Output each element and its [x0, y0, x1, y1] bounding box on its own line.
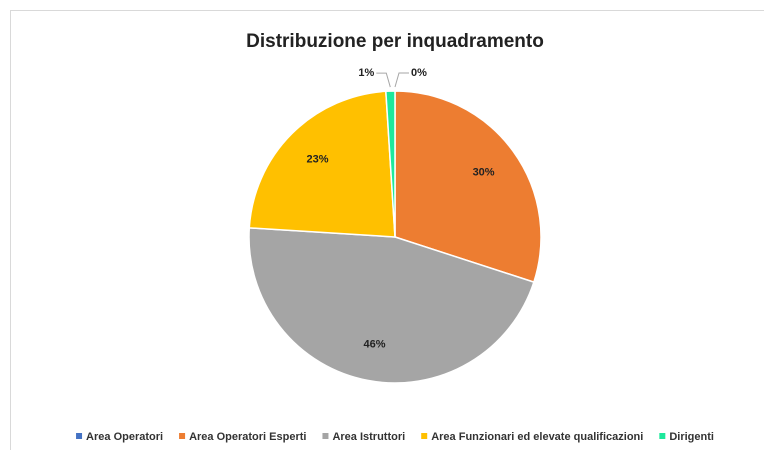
- data-label: 1%: [358, 67, 374, 79]
- legend-swatch: [179, 433, 186, 439]
- pie-slice: [248, 227, 535, 384]
- data-label: 30%: [473, 167, 495, 179]
- pie-slice: [394, 90, 542, 284]
- legend-label: Dirigenti: [669, 431, 714, 443]
- legend-swatch: [76, 433, 83, 439]
- legend-label: Area Operatori Esperti: [189, 431, 306, 443]
- legend-label: Area Funzionari ed elevate qualificazion…: [431, 431, 643, 443]
- legend-swatch: [322, 433, 329, 439]
- legend-label: Area Operatori: [86, 431, 163, 443]
- chart-title: Distribuzione per inquadramento: [246, 31, 544, 52]
- leader-line: [376, 72, 391, 88]
- data-label: 46%: [363, 338, 385, 350]
- legend-swatch: [421, 433, 428, 439]
- pie-slice: [248, 90, 396, 238]
- legend-swatch: [659, 433, 666, 439]
- pie-slice: [385, 90, 396, 238]
- legend-label: Area Istruttori: [332, 431, 405, 443]
- data-label: 0%: [411, 67, 427, 79]
- leader-line: [394, 72, 409, 88]
- data-label: 23%: [307, 153, 329, 165]
